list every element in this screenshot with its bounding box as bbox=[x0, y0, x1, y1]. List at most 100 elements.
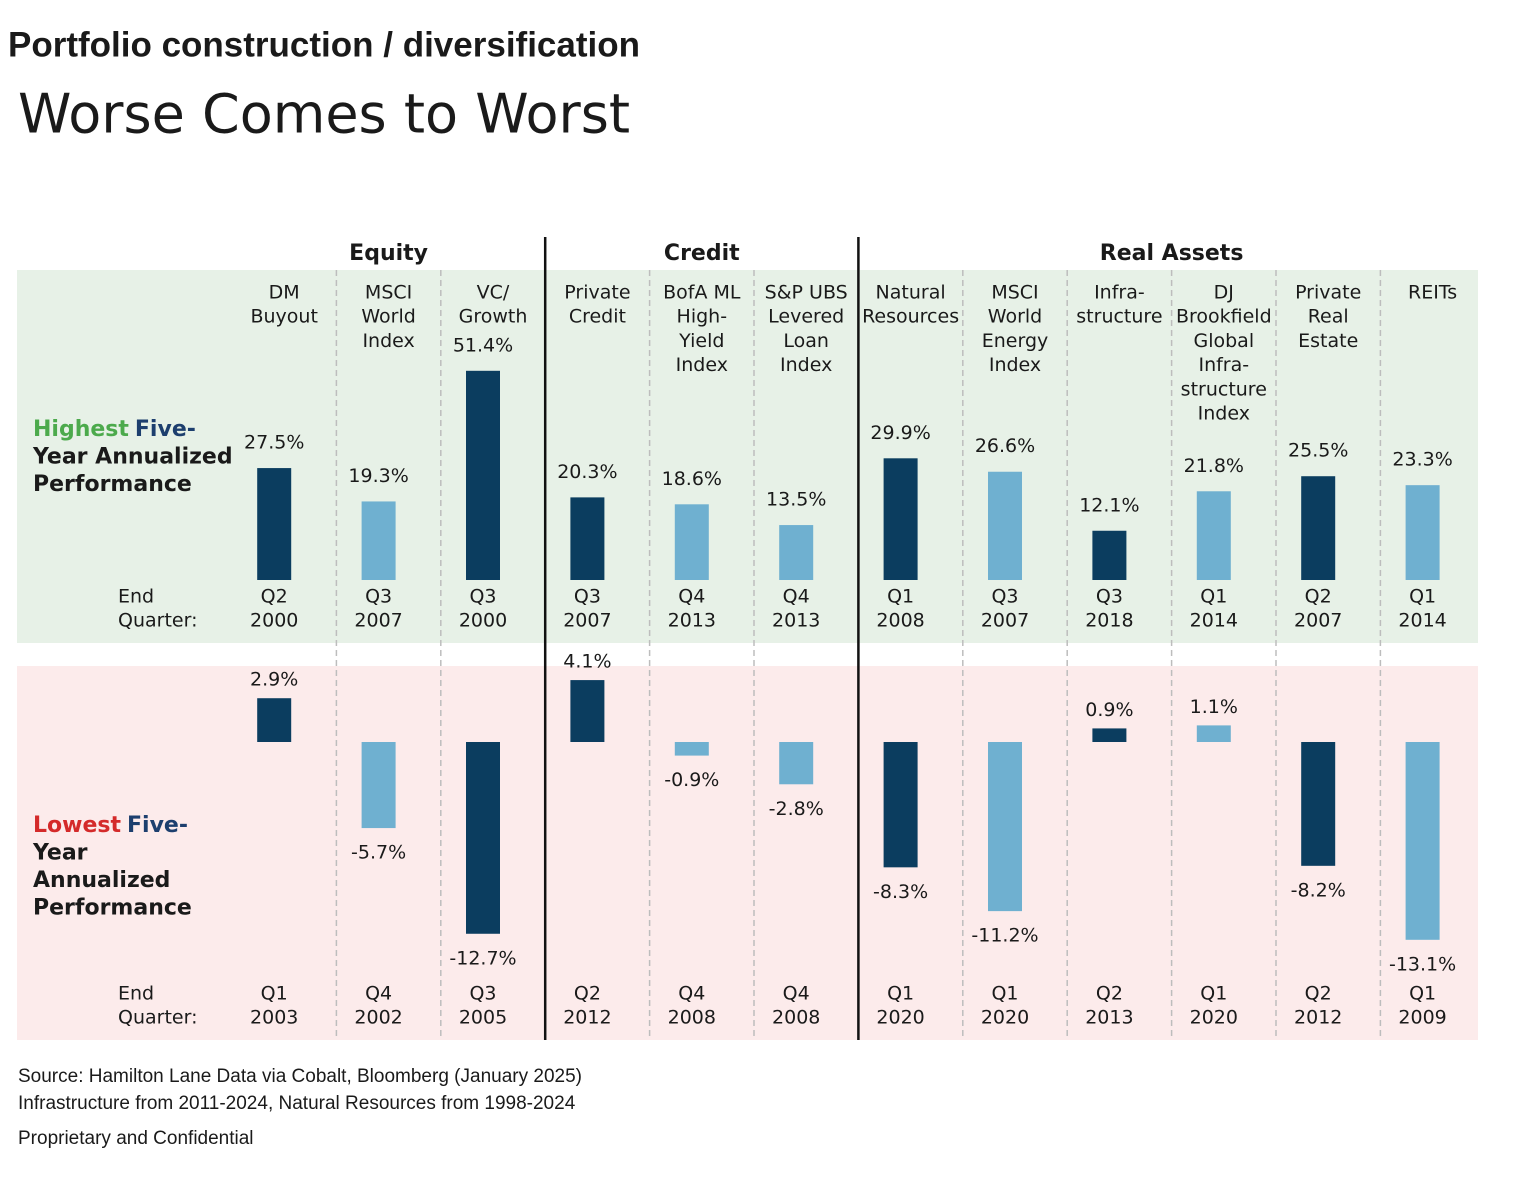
category-label: Private bbox=[1295, 282, 1361, 304]
panel-background bbox=[17, 270, 1478, 643]
value-label: -2.8% bbox=[769, 798, 824, 820]
bar bbox=[361, 501, 396, 580]
bar bbox=[466, 742, 500, 934]
value-label: 25.5% bbox=[1288, 440, 1348, 462]
panel-background bbox=[17, 666, 1478, 1040]
bar bbox=[1405, 485, 1440, 580]
end-quarter: 2013 bbox=[1085, 1007, 1133, 1029]
category-label: Levered bbox=[768, 306, 844, 328]
end-quarter: 2012 bbox=[1294, 1007, 1342, 1029]
end-quarter: Q4 bbox=[365, 983, 392, 1005]
value-label: 23.3% bbox=[1392, 449, 1452, 471]
category-label: Brookfield bbox=[1176, 306, 1272, 328]
panel-label-part: Highest bbox=[33, 417, 129, 442]
panel-label-part: Five- bbox=[127, 813, 188, 838]
end-quarter: Q4 bbox=[678, 586, 705, 608]
end-quarter: Q2 bbox=[574, 983, 601, 1005]
panel-label-part: Year bbox=[32, 841, 88, 866]
end-quarter-label: End bbox=[118, 983, 154, 1005]
category-label: DJ bbox=[1214, 282, 1234, 304]
end-quarter: 2002 bbox=[354, 1007, 402, 1029]
value-label: 21.8% bbox=[1184, 455, 1244, 477]
end-quarter-label: Quarter: bbox=[118, 1007, 197, 1029]
category-label: Index bbox=[1198, 403, 1250, 425]
value-label: 19.3% bbox=[348, 465, 408, 487]
bar bbox=[779, 525, 814, 580]
bar bbox=[988, 742, 1022, 912]
category-label: Global bbox=[1193, 330, 1254, 352]
panel-label-part: Lowest bbox=[33, 813, 121, 838]
category-label: S&P UBS bbox=[765, 282, 848, 304]
bar bbox=[1301, 476, 1336, 580]
bar bbox=[1092, 530, 1127, 580]
panel-label-part: Year Annualized bbox=[32, 445, 233, 470]
end-quarter: 2007 bbox=[981, 610, 1029, 632]
end-quarter: Q1 bbox=[1200, 983, 1227, 1005]
value-label: -8.2% bbox=[1291, 879, 1346, 901]
category-label: Natural bbox=[876, 282, 946, 304]
end-quarter: Q4 bbox=[678, 983, 705, 1005]
bar bbox=[1196, 491, 1231, 580]
bar bbox=[257, 698, 292, 742]
end-quarter: 2008 bbox=[876, 610, 924, 632]
source-note: Proprietary and Confidential bbox=[18, 1128, 254, 1149]
category-label: MSCI bbox=[991, 282, 1038, 304]
panel-label-part: Performance bbox=[33, 472, 192, 497]
category-label: structure bbox=[1076, 306, 1162, 328]
value-label: 12.1% bbox=[1079, 494, 1139, 516]
end-quarter: 2008 bbox=[668, 1007, 716, 1029]
value-label: 18.6% bbox=[662, 468, 722, 490]
end-quarter: Q3 bbox=[469, 586, 496, 608]
end-quarter: 2008 bbox=[772, 1007, 820, 1029]
end-quarter: Q4 bbox=[783, 983, 810, 1005]
group-header: Equity bbox=[349, 241, 428, 266]
value-label: 20.3% bbox=[557, 461, 617, 483]
panel-label: Performance bbox=[33, 472, 192, 497]
end-quarter: Q3 bbox=[469, 983, 496, 1005]
bar bbox=[779, 742, 814, 785]
category-label: Resources bbox=[862, 306, 959, 328]
end-quarter: 2020 bbox=[876, 1007, 924, 1029]
end-quarter-label: Quarter: bbox=[118, 610, 197, 632]
end-quarter: Q1 bbox=[991, 983, 1018, 1005]
category-label: structure bbox=[1181, 378, 1267, 400]
bar bbox=[883, 742, 918, 868]
group-header: Credit bbox=[664, 241, 740, 266]
bar bbox=[674, 742, 709, 756]
value-label: 13.5% bbox=[766, 489, 826, 511]
chart-title: Worse Comes to Worst bbox=[18, 83, 630, 146]
value-label: 26.6% bbox=[975, 435, 1035, 457]
source-note: Infrastructure from 2011-2024, Natural R… bbox=[18, 1093, 576, 1114]
bar bbox=[570, 497, 605, 580]
panel-label: Year bbox=[32, 841, 88, 866]
end-quarter: 2007 bbox=[1294, 610, 1342, 632]
category-label: World bbox=[988, 306, 1042, 328]
bar bbox=[1196, 725, 1231, 742]
panel-label: Lowest Five- bbox=[33, 813, 188, 838]
end-quarter: Q3 bbox=[1096, 586, 1123, 608]
end-quarter: 2007 bbox=[563, 610, 611, 632]
value-label: 0.9% bbox=[1085, 699, 1133, 721]
end-quarter: Q1 bbox=[1409, 983, 1436, 1005]
category-label: DM bbox=[269, 282, 300, 304]
value-label: 2.9% bbox=[250, 669, 298, 691]
end-quarter: 2007 bbox=[354, 610, 402, 632]
value-label: -12.7% bbox=[449, 947, 516, 969]
category-label: MSCI bbox=[365, 282, 412, 304]
value-label: -0.9% bbox=[664, 769, 719, 791]
category-label: World bbox=[361, 306, 415, 328]
bar bbox=[570, 680, 605, 742]
bar bbox=[361, 742, 396, 829]
bar bbox=[988, 471, 1022, 580]
category-label: Infra- bbox=[1094, 282, 1145, 304]
end-quarter: Q1 bbox=[1409, 586, 1436, 608]
category-label: Buyout bbox=[250, 306, 317, 328]
category-label: BofA ML bbox=[663, 282, 741, 304]
bar bbox=[883, 458, 918, 580]
category-label: Yield bbox=[678, 330, 724, 352]
value-label: -8.3% bbox=[873, 881, 928, 903]
bar bbox=[1092, 728, 1127, 742]
value-label: 27.5% bbox=[244, 432, 304, 454]
category-label: Real bbox=[1308, 306, 1349, 328]
value-label: -5.7% bbox=[351, 842, 406, 864]
